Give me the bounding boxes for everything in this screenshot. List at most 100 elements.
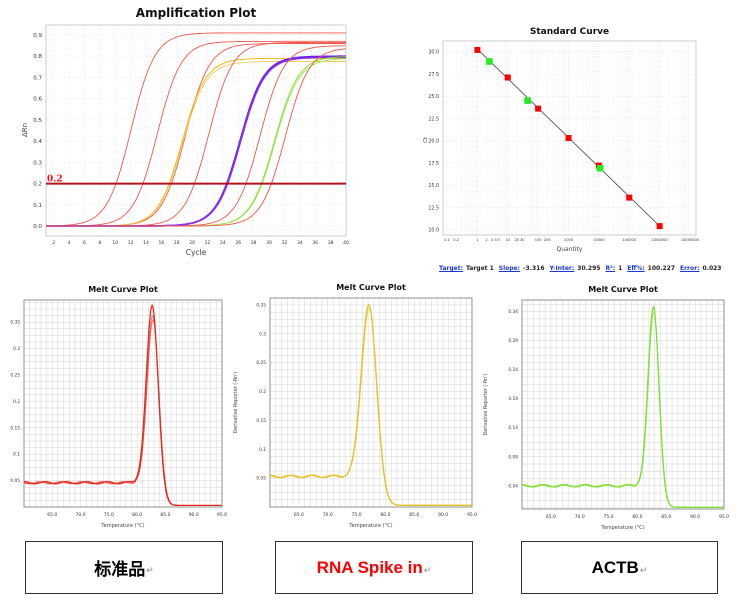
stat-value: 30.295: [577, 265, 601, 272]
stat-value: Target 1: [465, 265, 494, 272]
plot-area: [522, 300, 724, 509]
x-tick-label: 40: [343, 240, 349, 246]
melt-curve-line: [23, 318, 222, 506]
chart-title: Standard Curve: [530, 27, 609, 37]
plot-border: [23, 299, 223, 508]
y-tick-label: 0.29: [508, 338, 518, 344]
x-tick-label: 16: [159, 240, 165, 246]
x-tick-label: 200: [544, 238, 552, 242]
y-tick-label: 30.0: [428, 50, 439, 56]
x-tick-label: 8: [98, 240, 101, 246]
y-tick-label: 0.05: [10, 478, 20, 484]
x-tick-label: 85.0: [409, 512, 419, 518]
x-tick-label: 65.0: [47, 512, 57, 518]
y-tick-label: 0.04: [508, 483, 518, 489]
melt-curve-plot: [23, 299, 223, 508]
threshold-label: 0.2: [47, 175, 63, 185]
standard-curve: [442, 40, 697, 236]
x-tick-label: 4: [68, 240, 71, 246]
x-tick-label: 1: [476, 238, 478, 242]
x-axis-label: Temperature (°C): [348, 523, 392, 529]
y-tick-label: 0.1: [13, 452, 20, 458]
x-tick-label: 5: [497, 238, 499, 242]
y-axis-label: Derivative Reporter (-Rn'): [483, 373, 489, 435]
y-tick-label: 0.6: [33, 97, 42, 103]
chart-title: Melt Curve Plot: [88, 285, 158, 294]
y-axis-label: Ct: [423, 136, 429, 143]
plot-border: [269, 297, 473, 508]
stat-key-link[interactable]: Error:: [680, 265, 700, 272]
y-tick-label: 0.35: [10, 320, 20, 326]
x-axis-label: Cycle: [186, 248, 207, 257]
x-tick-label: 90.0: [438, 512, 448, 518]
x-tick-label: 0.2: [453, 238, 459, 242]
x-tick-label: 1000000: [652, 238, 669, 242]
x-tick-label: 90.0: [690, 514, 700, 520]
x-tick-label: 30: [266, 240, 272, 246]
x-tick-label: 20: [189, 240, 195, 246]
x-tick-label: 18: [174, 240, 180, 246]
x-tick-label: 100: [535, 238, 543, 242]
label-box-spike: RNA Spike in ↵: [275, 541, 473, 594]
stat-key-link[interactable]: Y-Inter:: [549, 265, 575, 272]
standard-curve-stats: Target: Target 1 Slope: -3.316 Y-Inter: 30.29…: [434, 265, 721, 272]
x-tick-label: 36: [312, 240, 318, 246]
y-tick-label: 0.3: [259, 331, 266, 337]
amplification-plot: [45, 24, 347, 237]
y-tick-label: 22.5: [428, 116, 439, 122]
y-tick-label: 0.7: [33, 75, 42, 81]
y-tick-label: 0.35: [256, 302, 266, 308]
y-tick-label: 0.2: [13, 399, 20, 405]
melt-curve-line: [269, 308, 472, 506]
x-tick-label: 26: [235, 240, 241, 246]
stat-key-link[interactable]: Target:: [439, 265, 463, 272]
stat-value: -3.316: [523, 265, 545, 272]
x-tick-label: 75.0: [104, 512, 114, 518]
y-tick-label: 0.09: [508, 454, 518, 460]
return-mark: ↵: [639, 565, 648, 575]
standard-point: [504, 74, 511, 81]
x-axis-label: Temperature (°C): [100, 523, 144, 529]
y-axis-label: ΔRn: [21, 123, 29, 137]
unknown-point: [596, 164, 604, 172]
chart-title: Melt Curve Plot: [588, 285, 658, 294]
stat-key-link[interactable]: Slope:: [498, 265, 521, 272]
chart-title: Amplification Plot: [136, 6, 257, 20]
stat-key-link[interactable]: R²:: [605, 265, 616, 272]
y-tick-label: 0.1: [259, 447, 266, 453]
x-tick-label: 32: [282, 240, 288, 246]
x-tick-label: 70.0: [76, 512, 86, 518]
y-tick-label: 0.15: [10, 425, 20, 431]
x-tick-label: 85.0: [661, 514, 671, 520]
x-tick-label: 75.0: [352, 512, 362, 518]
y-tick-label: 0.34: [508, 309, 518, 315]
plot-area: [45, 24, 347, 237]
x-tick-label: 80.0: [132, 512, 142, 518]
x-tick-label: 10: [112, 240, 118, 246]
x-tick-label: 85.0: [160, 512, 170, 518]
y-tick-label: 0.19: [508, 396, 518, 402]
melt-curve-line: [521, 310, 724, 508]
x-tick-label: 65.0: [294, 512, 304, 518]
stat-key-link[interactable]: Eff%:: [627, 265, 645, 272]
y-tick-label: 0.15: [256, 418, 266, 424]
x-tick-label: 2: [485, 238, 487, 242]
label-spike: RNA Spike in: [316, 557, 423, 577]
y-tick-label: 0.5: [33, 118, 42, 124]
x-tick-label: 95.0: [217, 512, 227, 518]
chart-title: Melt Curve Plot: [336, 283, 406, 292]
x-tick-label: 70.0: [575, 514, 585, 520]
y-tick-label: 17.5: [428, 161, 439, 167]
x-tick-label: 10000: [593, 238, 605, 242]
x-tick-label: 80.0: [632, 514, 642, 520]
label-box-actb: ACTB ↵: [521, 541, 718, 594]
y-tick-label: 27.5: [428, 72, 439, 78]
y-axis-label: Derivative Reporter (-Rn'): [233, 371, 239, 433]
x-tick-label: 80.0: [380, 512, 390, 518]
x-tick-label: 95.0: [719, 514, 729, 520]
y-tick-label: 20.0: [428, 139, 439, 145]
y-tick-label: 15.0: [428, 183, 439, 189]
y-tick-label: 0.0: [33, 224, 42, 230]
x-tick-label: 2: [52, 240, 55, 246]
x-tick-label: 4: [495, 238, 498, 242]
